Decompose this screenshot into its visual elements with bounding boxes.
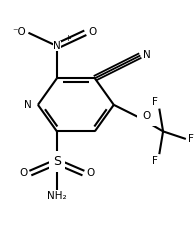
Text: F: F — [152, 156, 157, 166]
Text: ⁻O: ⁻O — [13, 27, 27, 37]
Text: F: F — [188, 134, 194, 144]
Text: O: O — [142, 111, 151, 121]
Text: O: O — [19, 168, 28, 178]
Text: S: S — [53, 155, 61, 168]
Text: N: N — [53, 41, 61, 51]
Text: O: O — [88, 27, 96, 37]
Text: O: O — [86, 168, 94, 178]
Text: NH₂: NH₂ — [47, 191, 67, 201]
Text: +: + — [64, 34, 71, 43]
Text: N: N — [24, 100, 32, 110]
Text: F: F — [152, 97, 157, 107]
Text: N: N — [143, 50, 151, 60]
